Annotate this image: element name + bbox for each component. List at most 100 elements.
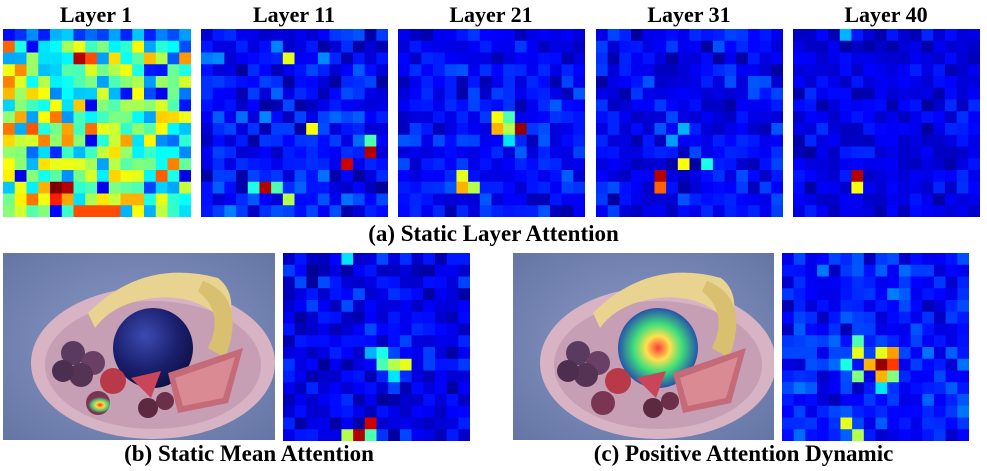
heatmap-cell <box>411 347 424 360</box>
heatmap-cell <box>874 158 887 171</box>
heatmap-cell <box>863 158 876 171</box>
heatmap-cell <box>689 146 702 159</box>
heatmap-cell <box>701 111 714 124</box>
heatmap-cell <box>957 276 969 289</box>
heatmap-cell <box>909 64 922 77</box>
heatmap-cell <box>933 158 946 171</box>
heatmap-cell <box>155 205 168 217</box>
heatmap-cell <box>61 193 74 206</box>
heatmap-cell <box>910 264 923 277</box>
heatmap-cell <box>549 158 563 171</box>
heatmap-cell <box>85 205 98 217</box>
heatmap-cell <box>201 99 214 112</box>
heatmap-cell <box>306 123 319 136</box>
heatmap-cell <box>701 99 714 112</box>
heatmap-cell <box>421 181 434 194</box>
heatmap-cell <box>898 64 911 77</box>
heatmap-cell <box>642 170 655 183</box>
heatmap-cell <box>38 123 51 136</box>
heatmap-cell <box>306 323 319 336</box>
heatmap-cell <box>433 99 446 112</box>
heatmap-cell <box>957 300 969 313</box>
heatmap-cell <box>364 253 377 266</box>
heatmap-cell <box>388 382 401 395</box>
heatmap-cell <box>329 253 342 266</box>
heatmap-cell <box>828 417 841 430</box>
heatmap-cell <box>840 405 853 418</box>
heatmap-cell <box>97 181 110 194</box>
heatmap-cell <box>816 193 829 206</box>
heatmap-cell <box>38 193 51 206</box>
heatmap-cell <box>376 181 388 194</box>
heatmap-cell <box>73 134 86 147</box>
mean-attention-heatmap <box>283 253 470 441</box>
heatmap-cell <box>421 146 434 159</box>
heatmap-cell <box>921 158 934 171</box>
heatmap-cell <box>817 429 830 441</box>
heatmap-cell <box>446 417 459 430</box>
heatmap-cell <box>840 358 853 371</box>
heatmap-cell <box>654 111 667 124</box>
heatmap-cell <box>503 123 516 136</box>
heatmap-cell <box>817 288 830 301</box>
heatmap-cell <box>167 181 180 194</box>
heatmap-cell <box>259 99 272 112</box>
heatmap-cell <box>526 170 539 183</box>
heatmap-cell <box>910 276 923 289</box>
heatmap-cell <box>61 87 74 100</box>
heatmap-cell <box>549 52 563 65</box>
heatmap-cell <box>957 370 969 383</box>
heatmap-cell <box>341 193 354 206</box>
heatmap-cell <box>701 146 714 159</box>
layer-40-heatmap <box>793 29 980 217</box>
heatmap-cell <box>376 347 389 360</box>
heatmap-cell <box>596 134 609 147</box>
heatmap-cell <box>514 158 527 171</box>
heatmap-cell <box>236 87 249 100</box>
heatmap-cell <box>61 40 74 53</box>
heatmap-cell <box>224 170 237 183</box>
heatmap-cell <box>85 146 98 159</box>
heatmap-cell <box>642 123 655 136</box>
heatmap-cell <box>968 123 980 136</box>
caption-a: (a) Static Layer Attention <box>368 221 619 246</box>
heatmap-cell <box>120 170 133 183</box>
heatmap-cell <box>874 193 887 206</box>
heatmap-cell <box>909 146 922 159</box>
heatmap-cell <box>526 205 539 217</box>
heatmap-cell <box>468 158 481 171</box>
heatmap-cell <box>479 181 492 194</box>
heatmap-cell <box>712 87 725 100</box>
heatmap-cell <box>782 382 795 395</box>
heatmap-cell <box>921 87 934 100</box>
heatmap-cell <box>318 335 331 348</box>
heatmap-cell <box>167 158 180 171</box>
heatmap-cell <box>782 417 795 430</box>
heatmap-cell <box>828 99 841 112</box>
heatmap-cell <box>271 87 284 100</box>
heatmap-cell <box>817 382 830 395</box>
heatmap-cell <box>259 158 272 171</box>
heatmap-cell <box>736 170 749 183</box>
heatmap-cell <box>167 111 180 124</box>
heatmap-cell <box>503 158 516 171</box>
heatmap-cell <box>144 134 157 147</box>
heatmap-cell <box>132 87 145 100</box>
heatmap-cell <box>306 264 319 277</box>
heatmap-cell <box>294 382 307 395</box>
heatmap-cell <box>468 134 481 147</box>
heatmap-cell <box>329 64 342 77</box>
heatmap-cell <box>50 87 63 100</box>
heatmap-cell <box>887 382 900 395</box>
heatmap-cell <box>840 276 853 289</box>
heatmap-cell <box>503 205 516 217</box>
heatmap-cell <box>840 264 853 277</box>
heatmap-cell <box>376 335 389 348</box>
heatmap-cell <box>921 123 934 136</box>
heatmap-cell <box>886 99 899 112</box>
heatmap-cell <box>247 76 260 89</box>
heatmap-cell <box>446 288 459 301</box>
heatmap-cell <box>3 158 16 171</box>
heatmap-cell <box>666 64 679 77</box>
heatmap-cell <box>446 429 459 441</box>
